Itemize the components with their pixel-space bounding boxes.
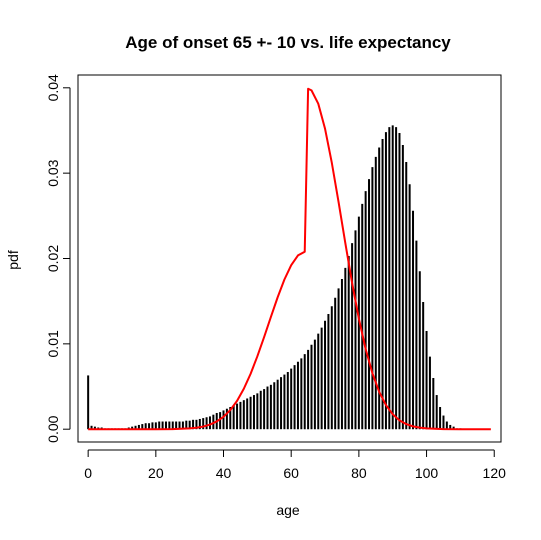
- y-tick-label-0.00: 0.00: [45, 415, 61, 442]
- line-layer: [88, 87, 491, 431]
- x-tick-label-0: 0: [84, 465, 92, 481]
- y-tick-label-0.02: 0.02: [45, 245, 61, 272]
- x-tick-label-120: 120: [483, 465, 507, 481]
- plot-frame: [77, 74, 502, 443]
- density-line: [88, 87, 491, 431]
- y-tick-label-0.03: 0.03: [45, 159, 61, 186]
- x-tick-label-100: 100: [415, 465, 439, 481]
- x-tick-label-80: 80: [351, 465, 367, 481]
- x-tick-label-60: 60: [283, 465, 299, 481]
- y-axis-title: pdf: [5, 250, 21, 270]
- chart-title: Age of onset 65 +- 10 vs. life expectanc…: [125, 33, 451, 52]
- x-axis-title: age: [276, 502, 300, 518]
- x-tick-label-40: 40: [216, 465, 232, 481]
- y-tick-label-0.01: 0.01: [45, 330, 61, 357]
- y-tick-label-0.04: 0.04: [45, 74, 61, 101]
- bars-layer: [87, 125, 462, 430]
- y-axis: 0.00 0.01 0.02 0.03 0.04: [45, 74, 71, 443]
- x-axis: 0 20 40 60 80 100 120: [84, 449, 507, 481]
- x-tick-label-20: 20: [148, 465, 164, 481]
